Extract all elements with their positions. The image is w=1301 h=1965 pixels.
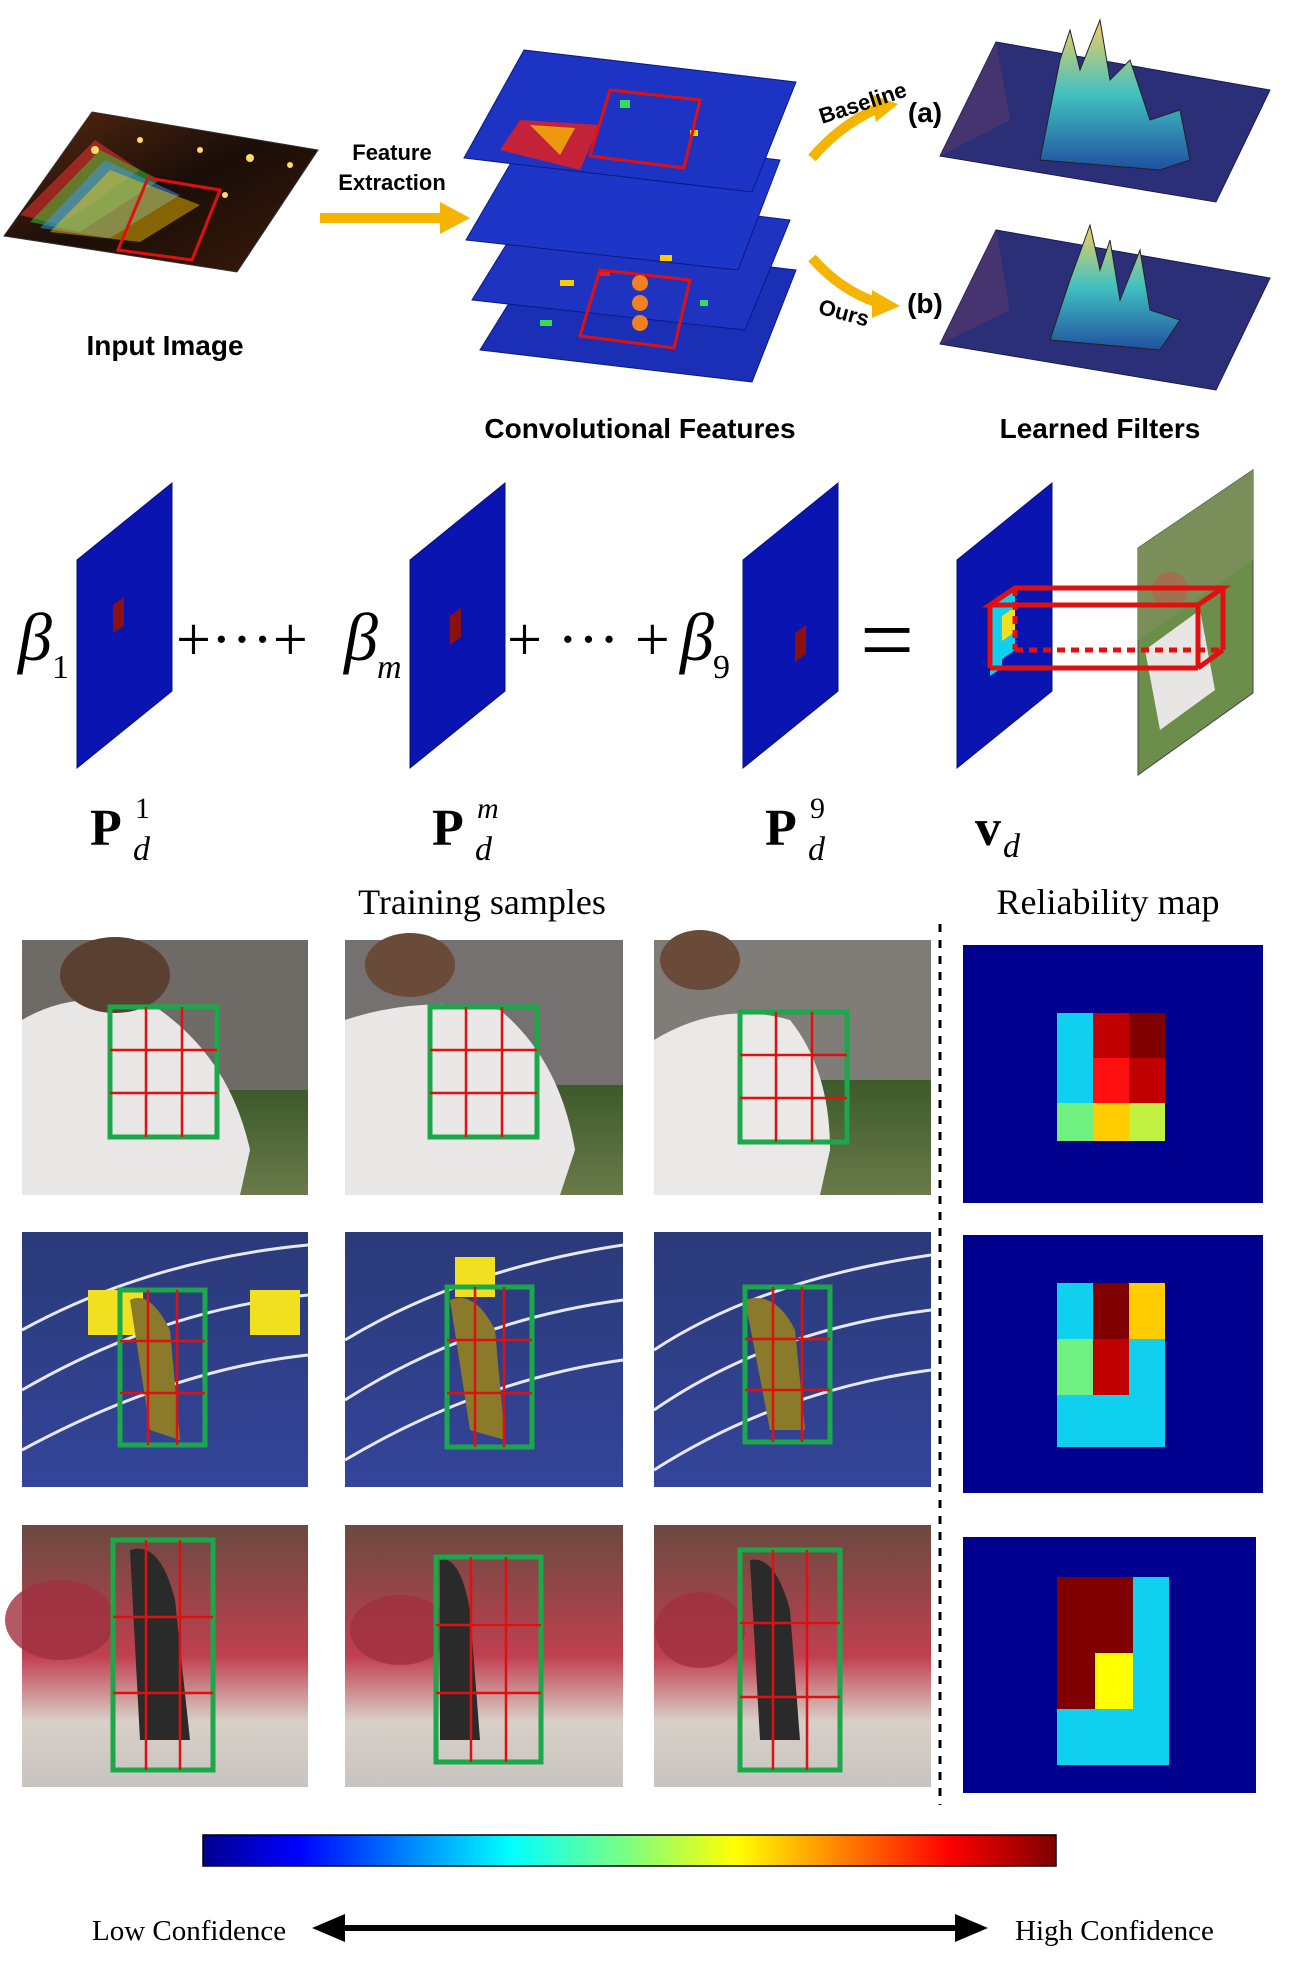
- plane-pm: [409, 481, 506, 770]
- row-1-samples: [22, 930, 931, 1195]
- plus-dots-2: + ··· +: [507, 606, 670, 674]
- learned-filter-a: [939, 18, 1271, 203]
- p9-sup: 9: [810, 792, 825, 825]
- p1-sub: d: [133, 831, 151, 868]
- feature-extraction-label-2: Extraction: [338, 170, 446, 195]
- sample-1-3: [654, 930, 931, 1195]
- beta-9: β: [678, 599, 714, 675]
- sample-2-2: [344, 1232, 624, 1487]
- sample-2-1: [21, 1232, 309, 1487]
- high-confidence-label: High Confidence: [1015, 1915, 1214, 1947]
- sample-2-3: [653, 1232, 932, 1487]
- low-confidence-label: Low Confidence: [92, 1915, 286, 1947]
- vd-sub: d: [1003, 828, 1021, 865]
- pm-main: P: [432, 800, 464, 857]
- p9-sub: d: [808, 831, 826, 868]
- target-box: [115, 176, 223, 262]
- correspondence-tube: [981, 585, 1232, 671]
- input-image-label: Input Image: [86, 330, 243, 361]
- confidence-colorbar: [202, 1834, 1057, 1867]
- sample-3-2: [345, 1525, 623, 1787]
- sample-1-2: [345, 933, 623, 1195]
- sample-3-3: [654, 1525, 931, 1787]
- plane-p1: [76, 481, 173, 770]
- reliability-map-1: [963, 945, 1263, 1203]
- label-b: (b): [907, 288, 943, 319]
- beta-1: β: [16, 599, 52, 675]
- confidence-arrow: [312, 1914, 988, 1942]
- ours-arrow: [808, 254, 900, 318]
- p1-main: P: [90, 800, 122, 857]
- beta-m-sub: m: [377, 649, 402, 686]
- beta-1-sub: 1: [52, 649, 69, 686]
- convolutional-feature-stack: [463, 49, 797, 383]
- input-image-plane: [3, 111, 319, 273]
- feature-extraction-label-1: Feature: [352, 140, 431, 165]
- beta-9-sub: 9: [713, 649, 730, 686]
- pm-sub: d: [475, 831, 493, 868]
- convolutional-features-label: Convolutional Features: [484, 413, 795, 444]
- reliability-map-label: Reliability map: [997, 882, 1220, 922]
- plus-dots-1: +···+: [176, 606, 308, 674]
- row-2-samples: [21, 1232, 932, 1487]
- sample-1-1: [22, 937, 308, 1195]
- sample-3-1: [5, 1525, 308, 1787]
- equals-sign: =: [860, 586, 914, 693]
- p1-sup: 1: [135, 792, 150, 825]
- row-3-samples: [5, 1525, 931, 1787]
- vd-main: v: [975, 800, 1001, 857]
- beta-m: β: [342, 599, 378, 675]
- plane-vd: [956, 481, 1053, 770]
- learned-filter-b: [939, 223, 1271, 391]
- p9-main: P: [765, 800, 797, 857]
- plane-p9: [742, 481, 839, 770]
- learned-filters-label: Learned Filters: [1000, 413, 1201, 444]
- feature-extraction-arrow: [320, 202, 470, 234]
- label-a: (a): [908, 97, 942, 128]
- pm-sup: m: [477, 792, 499, 825]
- training-samples-label: Training samples: [358, 882, 606, 922]
- reliability-map-3: [963, 1537, 1256, 1793]
- baseline-arrow: [808, 94, 898, 162]
- reliability-map-2: [963, 1235, 1263, 1493]
